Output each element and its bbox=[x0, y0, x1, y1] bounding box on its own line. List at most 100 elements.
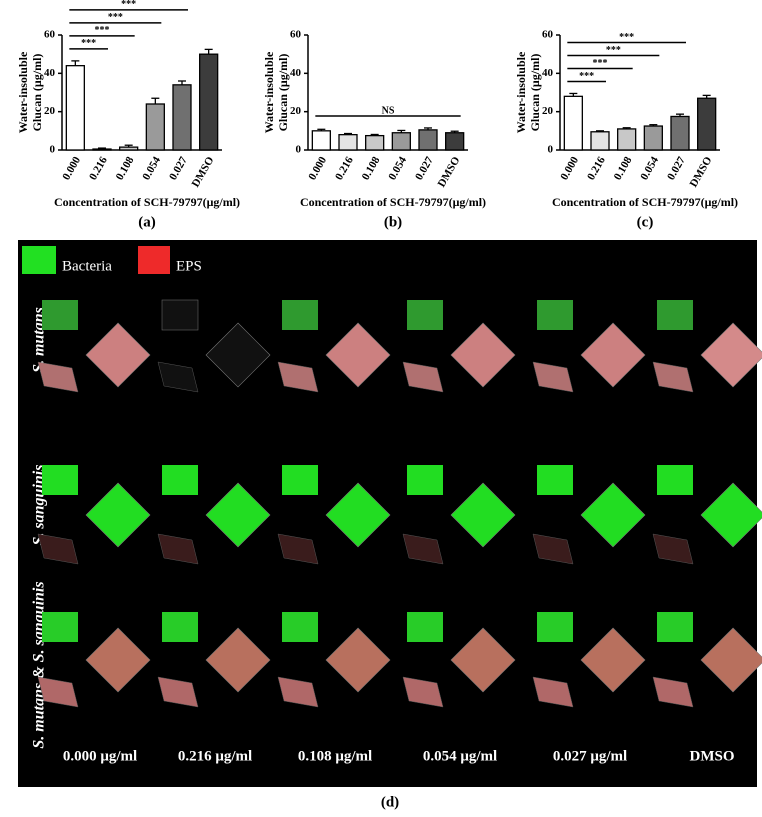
x-tick-label: 0.054 bbox=[386, 154, 409, 182]
biofilm-tile bbox=[42, 300, 78, 330]
bar bbox=[563, 95, 583, 151]
x-axis-label: Concentration of SCH-79797(μg/ml) bbox=[552, 195, 738, 209]
x-tick-label: 0.216 bbox=[87, 154, 110, 182]
column-label: 0.216 μg/ml bbox=[178, 748, 252, 764]
y-tick-label: 40 bbox=[290, 67, 302, 79]
biofilm-3d bbox=[325, 627, 391, 693]
column-label: DMSO bbox=[690, 748, 735, 764]
legend-swatch bbox=[22, 246, 56, 274]
column-label: 0.027 μg/ml bbox=[553, 748, 627, 764]
panel-label: (c) bbox=[637, 214, 654, 230]
x-tick-label: 0.216 bbox=[333, 154, 356, 182]
x-tick-label: DMSO bbox=[436, 154, 463, 189]
x-tick-label: 0.108 bbox=[114, 154, 137, 182]
bar bbox=[617, 128, 637, 151]
y-tick-label: 0 bbox=[296, 144, 302, 156]
eps-tile bbox=[652, 361, 694, 393]
panel-label: (b) bbox=[384, 214, 402, 230]
bar bbox=[590, 131, 610, 151]
significance-label: *** bbox=[579, 71, 594, 82]
bar bbox=[643, 125, 663, 151]
biofilm-3d bbox=[205, 627, 271, 693]
biofilm-3d bbox=[85, 482, 151, 548]
biofilm-tile bbox=[42, 465, 78, 495]
biofilm-tile bbox=[537, 300, 573, 330]
legend-label: EPS bbox=[176, 258, 202, 274]
bar bbox=[391, 132, 411, 151]
bar bbox=[445, 132, 465, 151]
biofilm-3d bbox=[450, 322, 516, 388]
panel-label: (d) bbox=[381, 794, 399, 810]
x-tick-label: 0.000 bbox=[60, 154, 83, 182]
panel-label: (a) bbox=[138, 214, 156, 230]
y-tick-label: 60 bbox=[44, 29, 56, 41]
biofilm-3d bbox=[325, 482, 391, 548]
biofilm-3d bbox=[700, 322, 762, 388]
y-axis-label-line: Water-insoluble bbox=[514, 51, 528, 133]
y-axis-label: Water-insoluble Glucan (μg/ml) bbox=[262, 51, 290, 133]
biofilm-tile bbox=[537, 612, 573, 642]
biofilm-tile bbox=[282, 465, 318, 495]
y-tick-label: 60 bbox=[542, 29, 554, 41]
column-label: 0.108 μg/ml bbox=[298, 748, 372, 764]
y-axis-label: Water-insoluble Glucan (μg/ml) bbox=[514, 51, 542, 133]
y-axis-label-line: Water-insoluble bbox=[262, 51, 276, 133]
eps-tile bbox=[402, 676, 444, 708]
biofilm-3d bbox=[700, 627, 762, 693]
bar bbox=[172, 84, 192, 151]
eps-tile bbox=[277, 533, 319, 565]
biofilm-3d bbox=[450, 627, 516, 693]
biofilm-tile bbox=[407, 300, 443, 330]
y-axis-label-line: Glucan (μg/ml) bbox=[528, 54, 542, 132]
eps-tile bbox=[402, 533, 444, 565]
y-tick-label: 20 bbox=[290, 105, 302, 117]
eps-tile bbox=[532, 361, 574, 393]
significance-label: *** bbox=[593, 58, 608, 69]
bar bbox=[199, 53, 219, 151]
x-tick-label: 0.054 bbox=[140, 154, 163, 182]
eps-tile bbox=[402, 361, 444, 393]
biofilm-tile bbox=[407, 612, 443, 642]
bar bbox=[65, 65, 85, 151]
eps-tile bbox=[532, 533, 574, 565]
bar bbox=[418, 129, 438, 151]
biofilm-3d bbox=[580, 322, 646, 388]
y-axis-label-line: Glucan (μg/ml) bbox=[276, 54, 290, 132]
bar bbox=[92, 148, 112, 151]
eps-tile bbox=[37, 676, 79, 708]
biofilm-tile bbox=[162, 465, 198, 495]
significance-label: *** bbox=[606, 45, 621, 56]
eps-tile bbox=[532, 676, 574, 708]
significance-label: *** bbox=[81, 38, 96, 49]
row-label: S. mutans & S. sanguinis bbox=[31, 581, 48, 748]
biofilm-3d bbox=[85, 627, 151, 693]
y-tick-label: 40 bbox=[542, 67, 554, 79]
biofilm-tile bbox=[161, 299, 199, 331]
biofilm-3d bbox=[580, 482, 646, 548]
biofilm-tile bbox=[42, 612, 78, 642]
x-tick-label: 0.216 bbox=[585, 154, 608, 182]
eps-tile bbox=[277, 676, 319, 708]
bar bbox=[119, 146, 139, 151]
x-tick-label: DMSO bbox=[190, 154, 217, 189]
bar bbox=[338, 134, 358, 151]
significance-label: *** bbox=[108, 12, 123, 23]
biofilm-tile bbox=[657, 300, 693, 330]
eps-tile bbox=[37, 533, 79, 565]
eps-tile bbox=[652, 676, 694, 708]
y-tick-label: 0 bbox=[50, 144, 56, 156]
eps-tile bbox=[157, 361, 199, 393]
bar bbox=[670, 115, 690, 151]
y-tick-label: 20 bbox=[542, 105, 554, 117]
eps-tile bbox=[652, 533, 694, 565]
significance-label: NS bbox=[382, 105, 395, 116]
bar bbox=[697, 97, 717, 151]
y-axis-label-line: Glucan (μg/ml) bbox=[30, 54, 44, 132]
biofilm-tile bbox=[657, 465, 693, 495]
biofilm-3d bbox=[580, 627, 646, 693]
x-axis-label: Concentration of SCH-79797(μg/ml) bbox=[54, 195, 240, 209]
column-label: 0.054 μg/ml bbox=[423, 748, 497, 764]
eps-tile bbox=[157, 676, 199, 708]
x-tick-label: DMSO bbox=[688, 154, 715, 189]
